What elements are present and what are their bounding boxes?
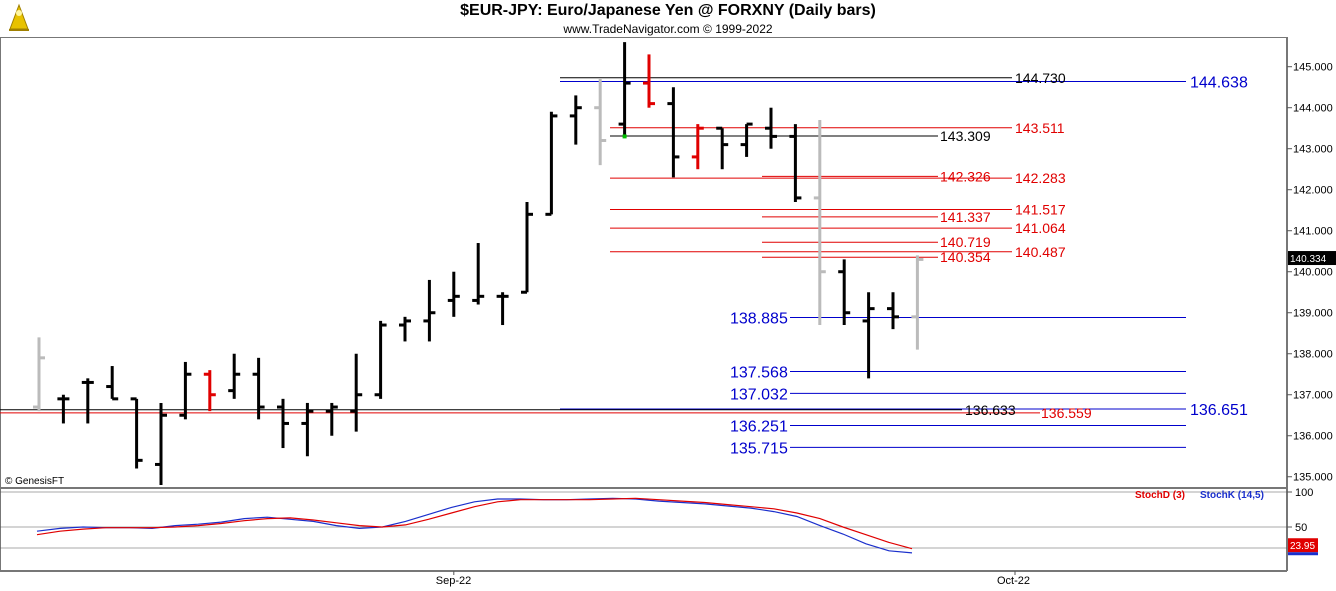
price-tick-label: 142.000 bbox=[1293, 185, 1333, 197]
fib-label-red-short: 141.337 bbox=[940, 209, 991, 225]
stoch-last-box-k bbox=[1288, 552, 1318, 556]
price-panel-frame bbox=[0, 37, 1287, 488]
price-tick-label: 137.000 bbox=[1293, 390, 1333, 402]
stoch-last-box bbox=[1288, 538, 1318, 553]
price-tick-label: 135.000 bbox=[1293, 472, 1333, 484]
date-tick-label: Sep-22 bbox=[436, 575, 471, 587]
fib-label-red: 136.559 bbox=[1041, 405, 1092, 421]
stochastic-panel-frame bbox=[0, 488, 1287, 571]
fib-label-blue: 136.251 bbox=[730, 418, 788, 435]
fib-label-red: 141.517 bbox=[1015, 202, 1066, 218]
stoch-d-legend: StochD (3) bbox=[1135, 490, 1185, 501]
fib-label-red-short: 142.326 bbox=[940, 168, 991, 184]
price-tick-label: 139.000 bbox=[1293, 308, 1333, 320]
stoch-k-legend: StochK (14,5) bbox=[1200, 490, 1264, 501]
chart-title: $EUR-JPY: Euro/Japanese Yen @ FORXNY (Da… bbox=[460, 2, 876, 19]
level-label-black: 136.633 bbox=[965, 402, 1016, 418]
stoch-d-line bbox=[36, 497, 913, 550]
fib-label-blue: 137.568 bbox=[730, 364, 788, 381]
fib-label-red-short: 140.719 bbox=[940, 234, 991, 250]
stoch-tick-label: 100 bbox=[1295, 487, 1313, 499]
level-label-black: 144.730 bbox=[1015, 70, 1066, 86]
fib-label-blue: 138.885 bbox=[730, 310, 788, 327]
last-price-box bbox=[1288, 251, 1336, 266]
stoch-k-line bbox=[36, 497, 913, 554]
last-price-label: 140.334 bbox=[1290, 254, 1327, 265]
chart-subtitle: www.TradeNavigator.com © 1999-2022 bbox=[563, 22, 773, 36]
fib-label-blue: 137.032 bbox=[730, 386, 788, 403]
price-tick-label: 136.000 bbox=[1293, 431, 1333, 443]
fib-label-blue: 144.638 bbox=[1190, 75, 1248, 92]
signal-marker bbox=[622, 134, 627, 139]
level-label-black: 143.309 bbox=[940, 128, 991, 144]
stoch-last-label: 23.95 bbox=[1290, 541, 1315, 552]
price-tick-label: 141.000 bbox=[1293, 226, 1333, 238]
date-tick-label: Oct-22 bbox=[997, 575, 1030, 587]
stoch-tick-label: 50 bbox=[1295, 522, 1307, 534]
price-tick-label: 143.000 bbox=[1293, 144, 1333, 156]
fib-label-blue: 136.651 bbox=[1190, 402, 1248, 419]
fib-label-red-short: 140.354 bbox=[940, 249, 991, 265]
fib-label-red: 142.283 bbox=[1015, 170, 1066, 186]
watermark-text: © GenesisFT bbox=[5, 476, 64, 487]
fib-label-red: 143.511 bbox=[1015, 120, 1065, 136]
price-tick-label: 138.000 bbox=[1293, 349, 1333, 361]
price-tick-label: 145.000 bbox=[1293, 62, 1333, 74]
fib-label-blue: 135.715 bbox=[730, 440, 788, 457]
price-tick-label: 144.000 bbox=[1293, 103, 1333, 115]
price-tick-label: 140.000 bbox=[1293, 267, 1333, 279]
fib-label-red: 141.064 bbox=[1015, 220, 1066, 236]
fib-label-red: 140.487 bbox=[1015, 244, 1066, 260]
genesis-logo-icon bbox=[4, 3, 34, 33]
